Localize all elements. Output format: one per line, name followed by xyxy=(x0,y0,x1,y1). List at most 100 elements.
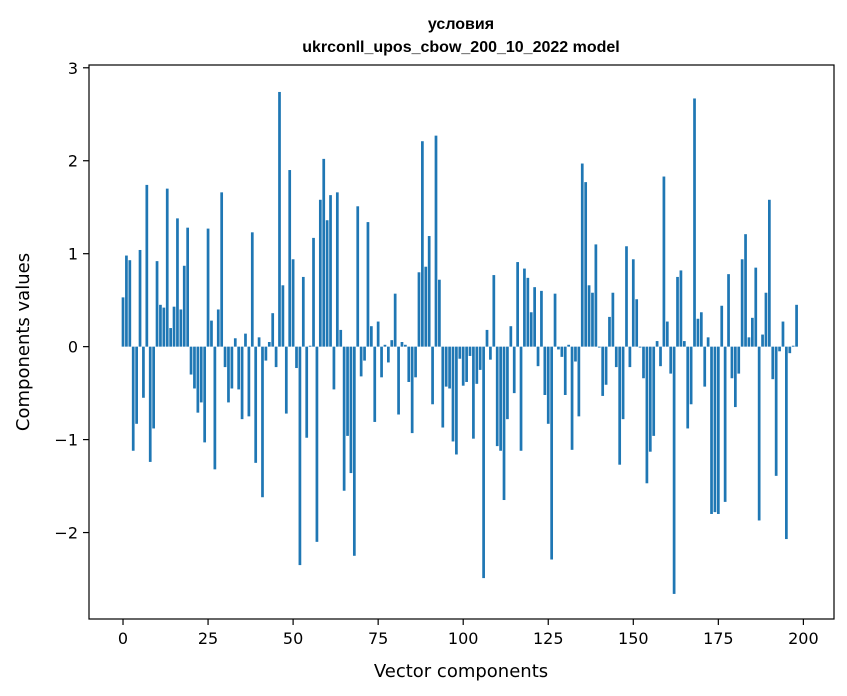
bar-95 xyxy=(444,346,448,387)
plot-frame xyxy=(88,64,835,620)
bar-182 xyxy=(740,259,744,347)
bar-52 xyxy=(298,346,302,566)
y-tick-label: 0 xyxy=(68,338,78,357)
bar-91 xyxy=(431,346,434,405)
bar-83 xyxy=(404,344,407,347)
bar-26 xyxy=(210,320,213,347)
bar-28 xyxy=(216,309,220,347)
bar-148 xyxy=(625,246,628,347)
bar-176 xyxy=(720,305,724,347)
bar-27 xyxy=(213,346,217,470)
y-tick-label: −2 xyxy=(54,524,78,543)
bar-6 xyxy=(142,346,145,398)
bar-90 xyxy=(427,236,431,347)
x-tick-label: 0 xyxy=(118,629,128,648)
bar-140 xyxy=(597,346,601,348)
bar-9 xyxy=(152,346,155,429)
bar-54 xyxy=(305,346,309,438)
bar-134 xyxy=(577,346,581,417)
bar-47 xyxy=(281,285,285,347)
bar-35 xyxy=(240,346,244,420)
bar-24 xyxy=(203,346,207,443)
bar-130 xyxy=(563,346,567,395)
x-axis-label: Vector components xyxy=(374,661,548,682)
bar-141 xyxy=(601,346,605,396)
bar-76 xyxy=(380,346,383,378)
bar-174 xyxy=(713,346,717,513)
bar-31 xyxy=(227,346,230,403)
bar-196 xyxy=(788,346,792,354)
bar-4 xyxy=(135,346,138,424)
bar-55 xyxy=(308,345,312,347)
y-axis-ticks: −2 −1 0 1 2 3 xyxy=(54,59,89,543)
bar-161 xyxy=(669,346,673,374)
bar-156 xyxy=(652,346,656,436)
bar-21 xyxy=(193,346,196,389)
x-tick-label: 100 xyxy=(448,629,479,648)
bar-84 xyxy=(407,346,411,382)
bar-85 xyxy=(410,346,414,434)
bar-68 xyxy=(352,346,356,556)
bar-89 xyxy=(424,266,428,347)
bar-10 xyxy=(155,261,159,347)
bar-149 xyxy=(628,346,632,368)
bar-46 xyxy=(278,91,281,347)
bar-103 xyxy=(472,346,475,439)
bar-189 xyxy=(764,292,768,347)
bar-81 xyxy=(397,346,400,415)
bar-125 xyxy=(546,346,550,424)
x-tick-label: 200 xyxy=(788,629,819,648)
chart-title-line-1: условия xyxy=(428,16,494,33)
bar-194 xyxy=(781,321,785,347)
bar-190 xyxy=(768,199,771,347)
bar-86 xyxy=(414,346,417,378)
y-tick-label: 1 xyxy=(68,245,78,264)
bar-18 xyxy=(182,265,186,347)
bar-131 xyxy=(567,344,571,347)
bar-165 xyxy=(682,341,686,347)
bar-112 xyxy=(502,346,506,501)
bar-59 xyxy=(322,158,326,347)
bar-72 xyxy=(366,222,370,347)
bar-116 xyxy=(516,262,519,347)
x-tick-label: 150 xyxy=(618,629,649,648)
bar-164 xyxy=(679,270,683,347)
bar-87 xyxy=(417,272,421,347)
bar-100 xyxy=(461,346,465,386)
bar-13 xyxy=(165,188,169,347)
x-tick-label: 175 xyxy=(703,629,734,648)
x-tick-label: 50 xyxy=(283,629,303,648)
bar-145 xyxy=(614,346,618,368)
bar-39 xyxy=(254,346,258,463)
bar-123 xyxy=(540,290,543,347)
bar-115 xyxy=(512,346,516,394)
bar-171 xyxy=(703,346,707,387)
y-axis-label: Components values xyxy=(13,253,34,431)
x-tick-label: 125 xyxy=(533,629,564,648)
bar-193 xyxy=(778,346,781,352)
bar-16 xyxy=(176,218,179,347)
bar-127 xyxy=(553,293,557,347)
bar-121 xyxy=(533,287,536,347)
bar-139 xyxy=(594,244,598,347)
bar-65 xyxy=(342,346,346,491)
bar-146 xyxy=(618,346,622,465)
bar-105 xyxy=(478,346,482,370)
bar-50 xyxy=(291,259,295,347)
bar-154 xyxy=(645,346,649,484)
bar-107 xyxy=(485,329,489,347)
bar-173 xyxy=(710,346,713,514)
bar-158 xyxy=(659,346,662,367)
bar-92 xyxy=(434,135,438,347)
bar-177 xyxy=(723,346,727,502)
bar-138 xyxy=(591,292,594,347)
bar-96 xyxy=(448,346,451,389)
bar-45 xyxy=(274,346,278,368)
bar-124 xyxy=(543,346,547,395)
bar-126 xyxy=(550,346,554,560)
bar-191 xyxy=(771,346,775,380)
bar-23 xyxy=(199,346,203,403)
bar-37 xyxy=(247,346,251,417)
bar-14 xyxy=(169,328,172,347)
